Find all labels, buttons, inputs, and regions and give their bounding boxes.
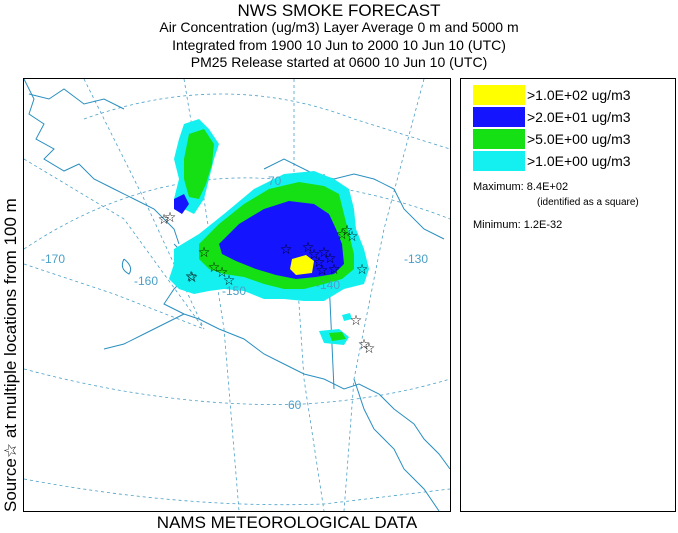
source-marker: ☆	[186, 270, 199, 286]
legend-item-2: >2.0E+01 ug/m3	[473, 107, 631, 127]
source-marker: ☆	[318, 245, 331, 261]
source-marker: ☆	[313, 255, 326, 271]
source-marker: ☆	[356, 262, 369, 278]
lat-label-70: 70	[268, 174, 282, 188]
source-marker: ☆	[280, 242, 293, 258]
source-marker: ☆	[302, 240, 315, 256]
subtitle-line-2: Integrated from 1900 10 Jun to 2000 10 J…	[172, 37, 506, 53]
source-marker: ☆	[216, 265, 229, 281]
lat-line-60	[24, 368, 450, 405]
source-marker: ☆	[308, 247, 321, 263]
lon-line-190	[24, 158, 205, 330]
plume-blue-main	[219, 201, 344, 279]
legend-panel: >1.0E+02 ug/m3 >2.0E+01 ug/m3 >5.0E+00 u…	[460, 78, 676, 512]
legend-item-3: >5.0E+00 ug/m3	[473, 129, 631, 149]
coastline	[24, 79, 450, 511]
legend-item-1: >1.0E+02 ug/m3	[473, 85, 631, 105]
legend-swatch-cyan	[473, 151, 525, 171]
plume-yellow-core	[290, 255, 314, 275]
lat-line-80	[83, 93, 450, 150]
legend-swatch-yellow	[473, 85, 525, 105]
legend-label-1: >1.0E+02 ug/m3	[527, 87, 631, 103]
coast-aleutians	[103, 313, 185, 350]
legend-item-4: >1.0E+00 ug/m3	[473, 151, 631, 171]
plume-blue	[174, 194, 344, 279]
source-marker: ☆	[346, 229, 359, 245]
lon-label-150: -150	[222, 284, 246, 298]
coast-bering-isl	[121, 258, 132, 275]
lon-label-130: -130	[404, 252, 428, 266]
coast-chukotka	[24, 79, 180, 245]
map-panel: ☆ ☆ ☆ ☆ ☆ ☆ ☆ ☆ ☆ ☆ ☆ ☆ ☆ ☆ ☆ ☆ ☆ ☆ ☆ ☆ …	[23, 78, 451, 512]
source-marker: ☆	[198, 245, 211, 261]
maximum-value: Maximum: 8.4E+02	[473, 181, 569, 193]
source-marker: ☆	[328, 262, 341, 278]
source-marker: ☆	[158, 212, 171, 228]
legend-swatch-green	[473, 129, 525, 149]
source-marker: ☆	[358, 337, 371, 353]
lon-label-140: -140	[316, 278, 340, 292]
title: NWS SMOKE FORECAST	[237, 1, 441, 20]
coast-gulf	[323, 378, 450, 470]
legend-label-4: >1.0E+00 ug/m3	[527, 153, 631, 169]
lon-label-170: -170	[41, 252, 65, 266]
lat-label-60: 60	[288, 398, 302, 412]
subtitle-line-3: PM25 Release started at 0600 10 Jun 10 (…	[190, 54, 488, 70]
source-marker: ☆	[208, 260, 221, 276]
source-marker: ☆	[341, 223, 354, 239]
legend-swatch-blue	[473, 107, 525, 127]
lon-label-160: -160	[134, 274, 158, 288]
source-marker: ☆	[223, 273, 236, 289]
plume-green-west	[184, 129, 214, 199]
bottom-label: NAMS METEOROLOGICAL DATA	[156, 513, 418, 532]
side-label: Source☆ at multiple locations from 100 m	[1, 198, 20, 512]
lat-line-50	[24, 478, 450, 506]
coast-siberia-north	[28, 88, 125, 110]
maximum-note: (identified as a square)	[537, 197, 639, 208]
legend-label-3: >5.0E+00 ug/m3	[527, 131, 631, 147]
source-marker: ☆	[336, 227, 349, 243]
source-marker: ☆	[350, 313, 363, 329]
lon-line-130	[343, 79, 425, 511]
subtitle-line-1: Air Concentration (ug/m3) Layer Average …	[159, 19, 519, 35]
smoke-map: ☆ ☆ ☆ ☆ ☆ ☆ ☆ ☆ ☆ ☆ ☆ ☆ ☆ ☆ ☆ ☆ ☆ ☆ ☆ ☆ …	[24, 79, 450, 511]
plume-blue-west	[174, 194, 189, 214]
plume-green-south	[329, 332, 346, 341]
minimum-value: Minimum: 1.2E-32	[473, 219, 563, 231]
plume-yellow	[290, 255, 314, 275]
source-marker: ☆	[363, 341, 376, 357]
coast-bc	[353, 378, 440, 511]
source-marker: ☆	[164, 210, 177, 226]
source-markers: ☆ ☆ ☆ ☆ ☆ ☆ ☆ ☆ ☆ ☆ ☆ ☆ ☆ ☆ ☆ ☆ ☆ ☆ ☆ ☆ …	[158, 210, 376, 357]
coast-alaska-north	[263, 158, 445, 240]
lon-line-140	[293, 79, 325, 511]
source-marker: ☆	[324, 251, 337, 267]
legend-label-2: >2.0E+01 ug/m3	[527, 109, 631, 125]
lon-line-170	[24, 263, 205, 330]
plume-cyan-spot	[342, 313, 352, 321]
source-marker: ☆	[185, 269, 198, 285]
source-marker: ☆	[316, 263, 329, 279]
lat-line-70	[24, 177, 450, 250]
